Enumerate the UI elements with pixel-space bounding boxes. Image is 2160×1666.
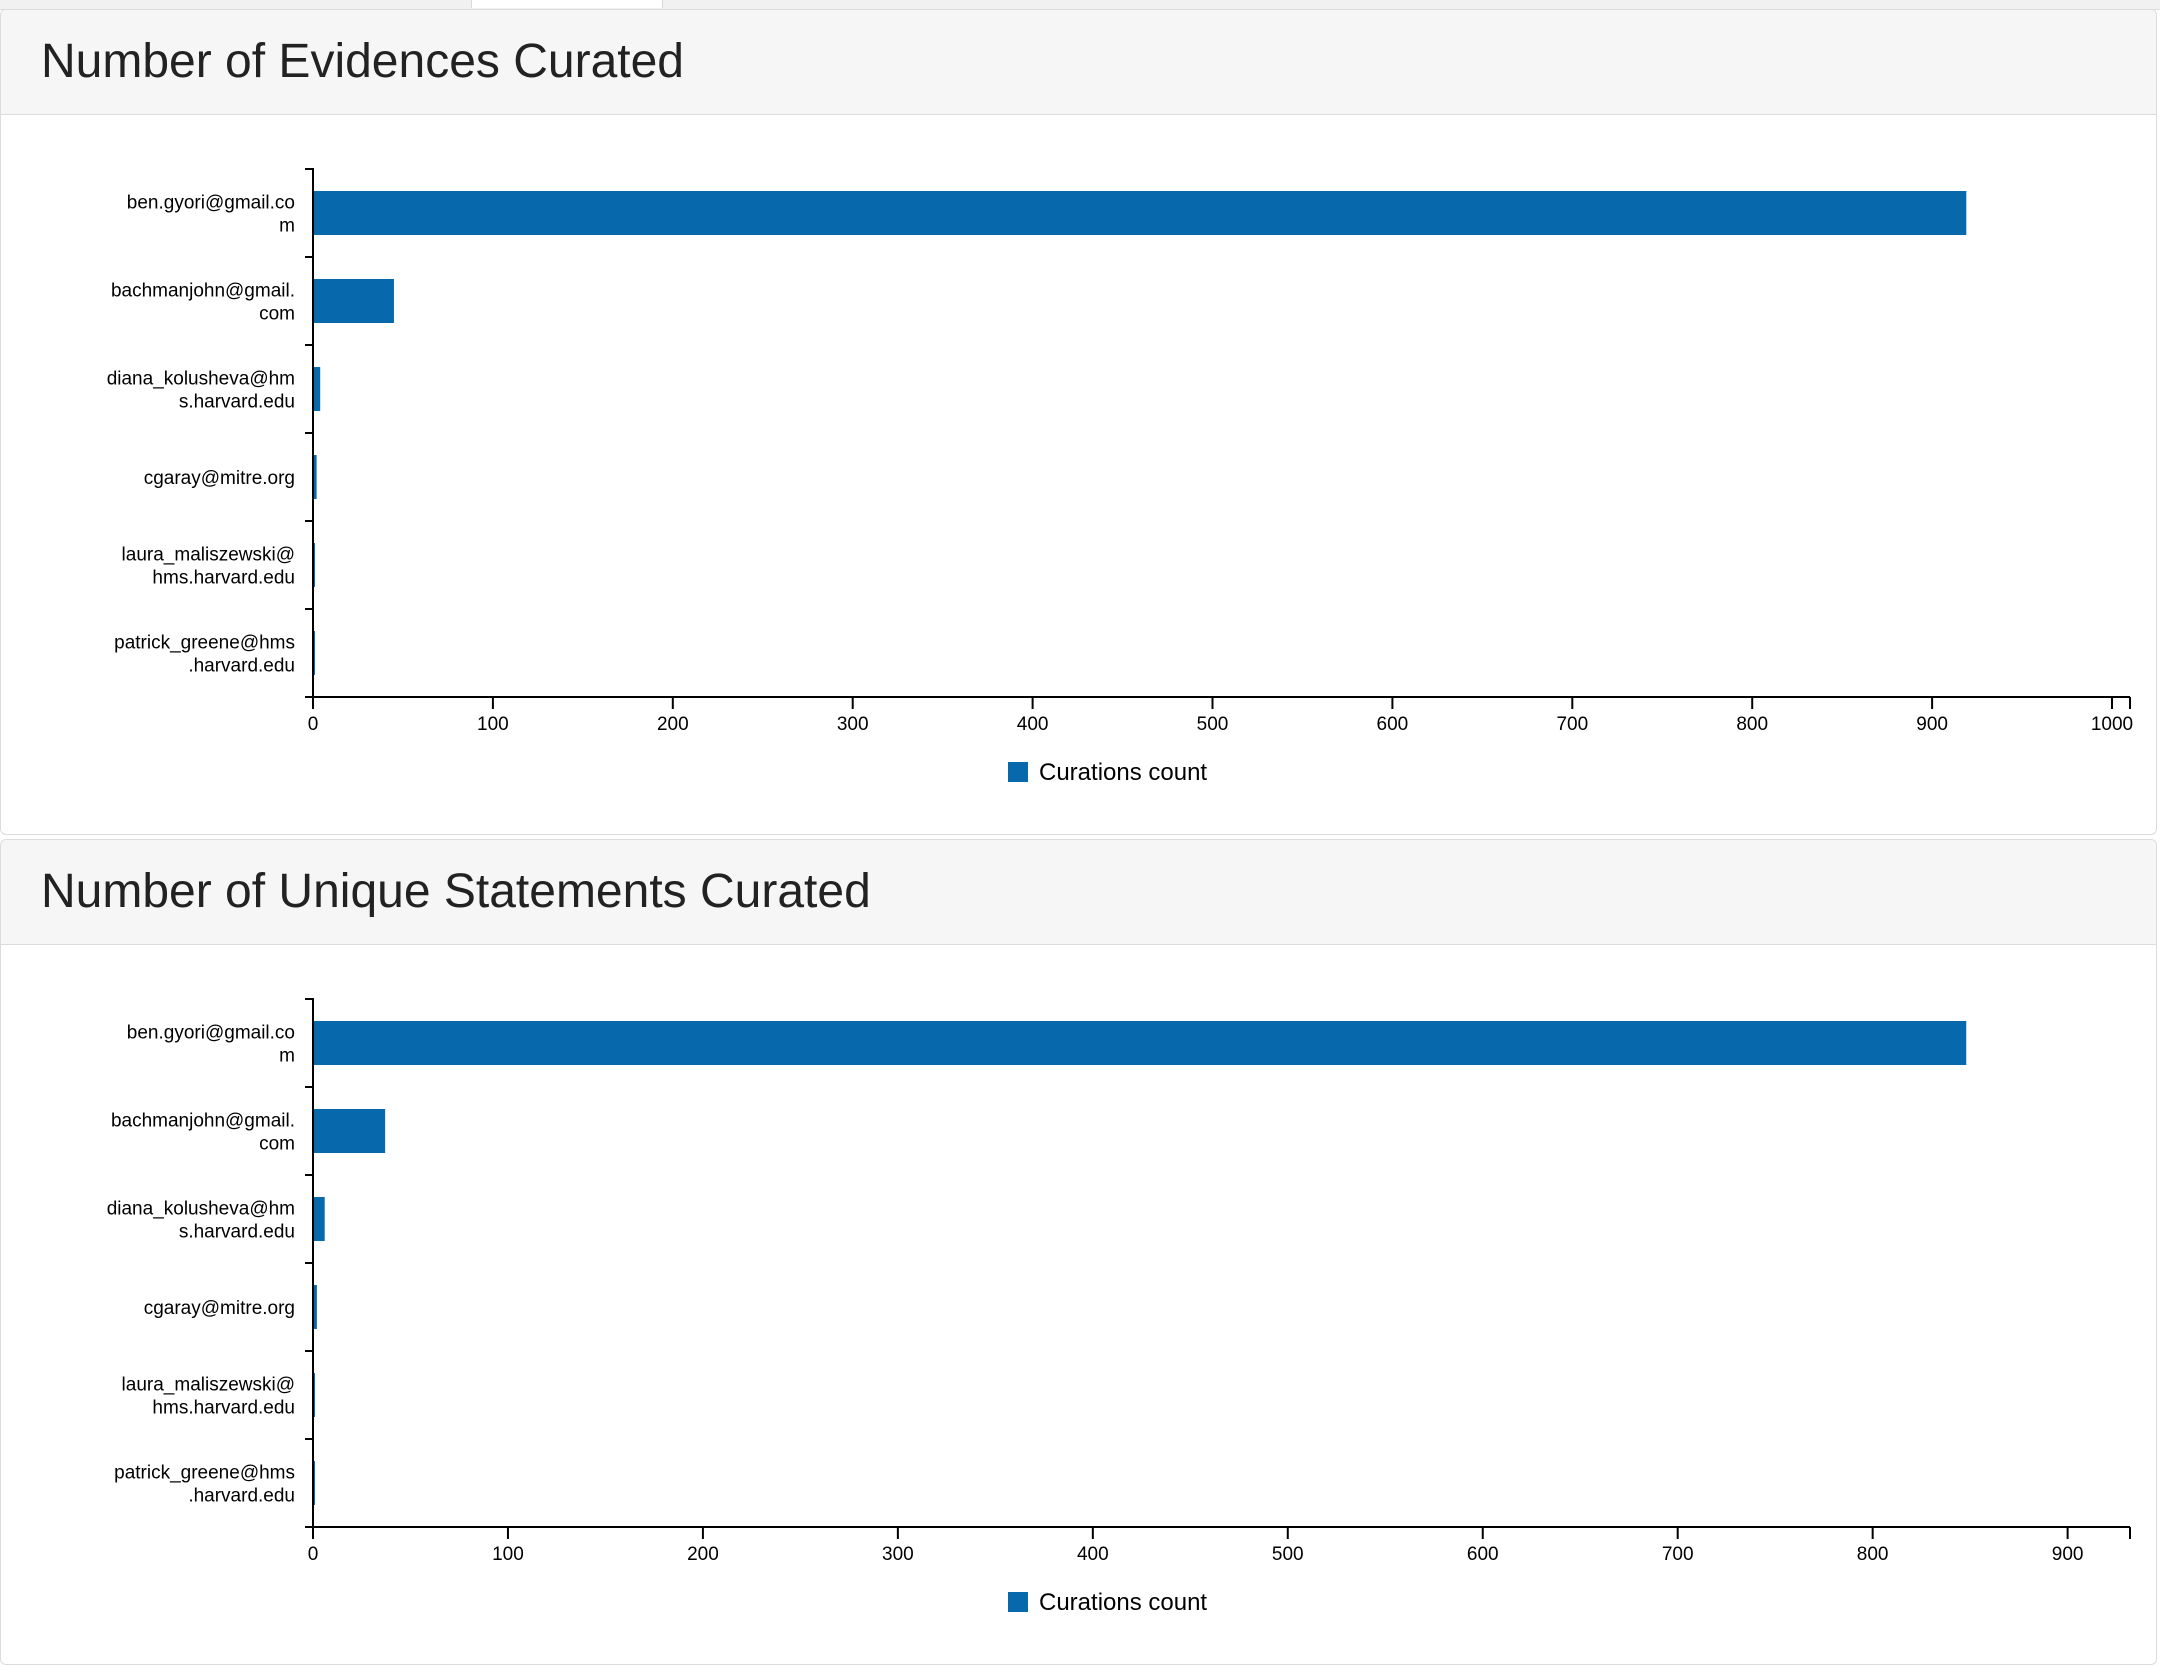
card-body: ben.gyori@gmail.co m bachmanjohn@gmail. com…: [1, 115, 2156, 834]
statements-bar-chart: ben.gyori@gmail.co m bachmanjohn@gmail. com…: [107, 998, 2131, 1616]
bar: [313, 1021, 1967, 1065]
bar: [313, 279, 394, 323]
x-tick-label: 600: [1467, 1544, 1499, 1565]
statements-card: Number of Unique Statements Curated ben.…: [0, 839, 2157, 1665]
x-tick-label: 500: [1272, 1544, 1304, 1565]
y-tick-label: bachmanjohn@gmail. com: [111, 281, 295, 325]
x-tick-label: 1000: [2091, 714, 2133, 735]
y-tick-label: laura_maliszewski@ hms.harvard.edu: [122, 1375, 295, 1419]
bar: [313, 455, 317, 499]
legend-swatch: [1008, 1592, 1028, 1612]
y-tick-label: ben.gyori@gmail.co m: [127, 193, 295, 237]
card-title: Number of Evidences Curated: [41, 35, 684, 88]
x-tick-label: 900: [1916, 714, 1948, 735]
x-tick-label: 500: [1197, 714, 1229, 735]
x-tick-label: 0: [308, 1544, 319, 1565]
x-tick-label: 300: [837, 714, 869, 735]
x-tick-label: 700: [1556, 714, 1588, 735]
legend-swatch: [1008, 762, 1028, 782]
card-body: ben.gyori@gmail.co m bachmanjohn@gmail. com…: [1, 945, 2156, 1664]
x-tick-label: 100: [477, 714, 509, 735]
x-tick-label: 900: [2052, 1544, 2084, 1565]
bar: [313, 191, 1967, 235]
evidences-card: Number of Evidences Curated ben.gyori@gm…: [0, 9, 2157, 835]
y-tick-label: cgaray@mitre.org: [144, 1298, 295, 1319]
y-tick-label: laura_maliszewski@ hms.harvard.edu: [122, 545, 295, 589]
y-tick-label: bachmanjohn@gmail. com: [111, 1111, 295, 1155]
evidences-bar-chart: ben.gyori@gmail.co m bachmanjohn@gmail. com…: [107, 168, 2133, 786]
y-tick-label: diana_kolusheva@hm s.harvard.edu: [107, 1199, 295, 1243]
x-tick-label: 400: [1017, 714, 1049, 735]
card-header: Number of Evidences Curated: [1, 10, 2156, 115]
x-tick-label: 300: [882, 1544, 914, 1565]
x-tick-label: 800: [1736, 714, 1768, 735]
bar: [313, 1109, 386, 1153]
legend-label: Curations count: [1039, 1589, 1207, 1616]
x-tick-label: 400: [1077, 1544, 1109, 1565]
y-tick-label: patrick_greene@hms .harvard.edu: [114, 1463, 295, 1507]
card-header: Number of Unique Statements Curated: [1, 840, 2156, 945]
y-tick-label: ben.gyori@gmail.co m: [127, 1023, 295, 1067]
x-tick-label: 700: [1662, 1544, 1694, 1565]
y-tick-label: patrick_greene@hms .harvard.edu: [114, 633, 295, 677]
y-tick-label: diana_kolusheva@hm s.harvard.edu: [107, 369, 295, 413]
bar: [313, 1197, 325, 1241]
bar: [313, 1285, 317, 1329]
x-tick-label: 200: [657, 714, 689, 735]
active-tab[interactable]: [471, 0, 663, 8]
card-title: Number of Unique Statements Curated: [41, 865, 871, 918]
x-tick-label: 200: [687, 1544, 719, 1565]
legend-label: Curations count: [1039, 759, 1207, 786]
bar: [313, 367, 321, 411]
x-tick-label: 800: [1857, 1544, 1889, 1565]
y-tick-label: cgaray@mitre.org: [144, 468, 295, 489]
x-tick-label: 0: [308, 714, 319, 735]
x-tick-label: 100: [492, 1544, 524, 1565]
x-tick-label: 600: [1377, 714, 1409, 735]
